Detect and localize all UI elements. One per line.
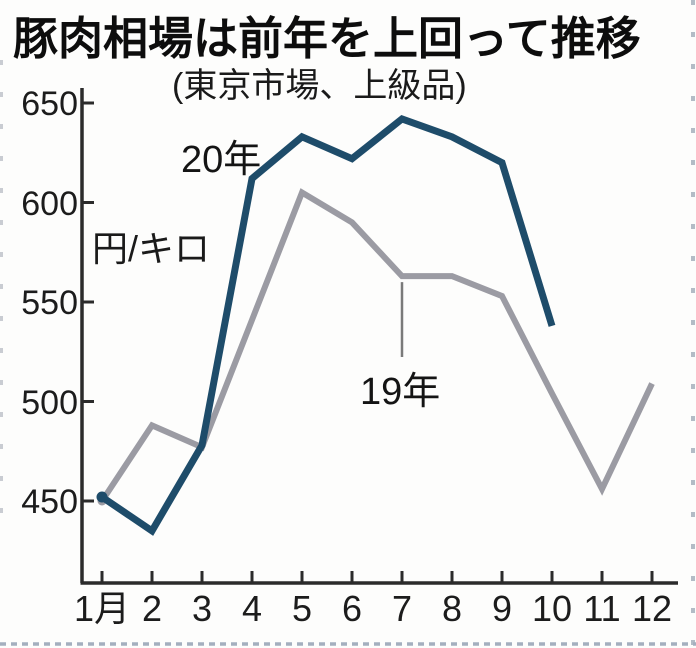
chart-subtitle: (東京市場、上級品) — [172, 67, 467, 105]
x-tick-label: 8 — [441, 588, 463, 629]
y-tick-label: 650 — [21, 85, 78, 123]
y-tick-label: 600 — [21, 184, 78, 223]
y-tick-label: 500 — [21, 383, 78, 422]
x-tick-label: 1月 — [73, 588, 131, 629]
x-tick-label: 4 — [241, 588, 263, 629]
x-tick-label: 3 — [191, 588, 213, 629]
unit-label: 円/キロ — [92, 228, 211, 269]
y-tick-label: 450 — [21, 483, 78, 521]
x-tick-label: 7 — [391, 588, 413, 629]
y-tick-label: 550 — [21, 284, 78, 322]
series-label-2020: 20年 — [181, 139, 262, 181]
x-tick-label: 10 — [531, 588, 573, 629]
x-tick-label: 6 — [341, 588, 363, 629]
x-tick-label: 12 — [631, 588, 673, 629]
x-tick-label: 11 — [583, 588, 621, 629]
series-start-dot-20年 — [96, 491, 108, 503]
series-line-20年 — [100, 114, 556, 536]
chart-title: 豚肉相場は前年を上回って推移 — [13, 13, 641, 64]
x-tick-label: 9 — [491, 588, 513, 629]
x-tick-label: 5 — [291, 588, 313, 629]
x-tick-label: 2 — [141, 588, 163, 629]
series-line-19年 — [99, 188, 655, 503]
series-label-2019: 19年 — [360, 371, 441, 413]
